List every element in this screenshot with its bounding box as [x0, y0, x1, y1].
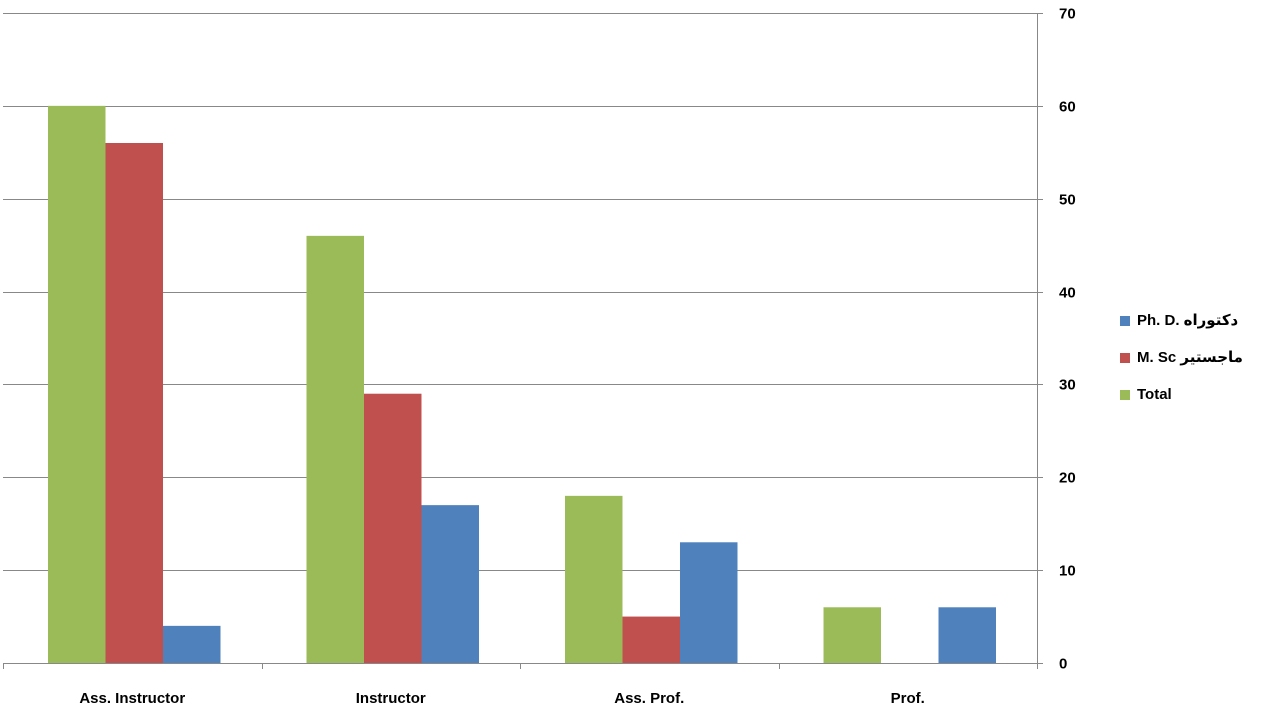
legend-item: M. Sc ماجستير: [1120, 349, 1270, 367]
bar: [823, 607, 881, 663]
legend-swatch: [1120, 316, 1130, 326]
y-tick-label: 50: [1059, 192, 1076, 209]
x-tick-label: Prof.: [891, 690, 925, 707]
y-tick-label: 60: [1059, 99, 1076, 116]
x-tick-label: Ass. Prof.: [614, 690, 684, 707]
x-tick-labels: Ass. Instructor Instructor Ass. Prof. Prof.: [79, 690, 925, 707]
legend-item: Total: [1120, 386, 1270, 404]
legend-label: M. Sc ماجستير: [1137, 349, 1243, 366]
y-tick-label: 20: [1059, 470, 1076, 487]
legend-swatch: [1120, 353, 1130, 363]
y-tick-label: 30: [1059, 377, 1076, 394]
bar: [622, 616, 680, 663]
y-tick-label: 70: [1059, 6, 1076, 23]
bar: [306, 235, 364, 663]
y-tick-label: 0: [1059, 656, 1067, 673]
x-tick-label: Ass. Instructor: [79, 690, 185, 707]
legend-label: Total: [1137, 386, 1172, 403]
y-tick-labels: 0 10 20 30 40 50 60 70: [1059, 6, 1076, 673]
axes: [3, 13, 1043, 669]
legend-item: Ph. D. دكتوراه: [1120, 312, 1270, 330]
gridlines: [3, 13, 1037, 571]
y-tick-label: 40: [1059, 285, 1076, 302]
legend-swatch: [1120, 390, 1130, 400]
bar: [105, 143, 163, 663]
legend: Ph. D. دكتوراه M. Sc ماجستير Total: [1120, 312, 1270, 423]
bar: [421, 505, 479, 663]
x-tick-label: Instructor: [356, 690, 426, 707]
legend-label: Ph. D. دكتوراه: [1137, 312, 1239, 329]
bar: [364, 393, 422, 663]
bar: [565, 495, 623, 663]
bars: [48, 105, 996, 664]
bar: [680, 542, 738, 663]
bar: [938, 607, 996, 663]
bar: [163, 625, 221, 663]
bar: [48, 105, 106, 664]
y-tick-label: 10: [1059, 563, 1076, 580]
